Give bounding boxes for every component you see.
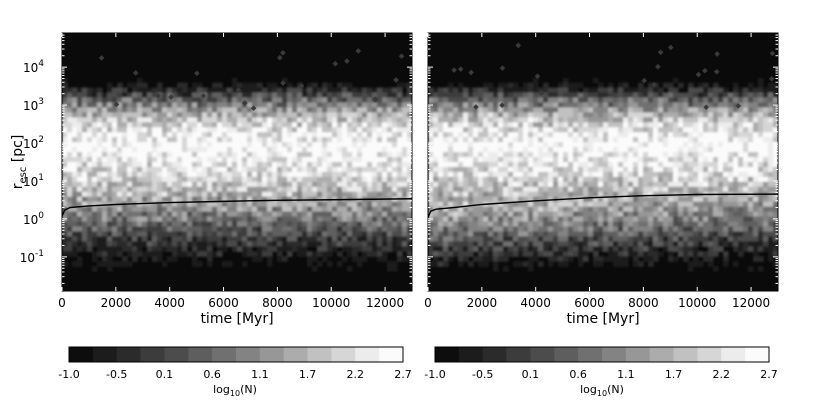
- colorbar-tick-label: -0.5: [472, 368, 493, 381]
- y-tick-label: 104: [23, 59, 44, 75]
- left-y-ticks: 10-1 100 101 102 103 104: [20, 34, 412, 284]
- x-tick-label: 8000: [628, 296, 659, 310]
- colorbar-level: [236, 347, 261, 362]
- colorbar-level: [92, 347, 118, 362]
- median-line-left: [62, 198, 412, 217]
- left-heatmap: [62, 48, 412, 272]
- x-tick-label: 12000: [366, 296, 404, 310]
- y-tick-label: 103: [23, 97, 44, 113]
- colorbar-level: [673, 347, 698, 362]
- colorbar-tick-label: 0.1: [522, 368, 540, 381]
- x-tick-label: 0: [424, 296, 432, 310]
- colorbar-level: [506, 347, 531, 362]
- left-y-axis-label: resc [pc]: [10, 135, 29, 190]
- x-tick-label: 10000: [678, 296, 716, 310]
- right-plot-frame: [427, 32, 779, 292]
- left-colorbar: -1.0 -0.5 0.1 0.6 1.1 1.7 2.2 2.7: [58, 346, 412, 381]
- colorbar-level: [458, 347, 484, 362]
- colorbar-level: [307, 347, 332, 362]
- colorbar-tick-label: 0.1: [156, 368, 174, 381]
- colorbar-tick-label: -1.0: [424, 368, 445, 381]
- colorbar-level: [554, 347, 579, 362]
- x-tick-label: 6000: [208, 296, 239, 310]
- colorbar-tick-label: 1.1: [617, 368, 635, 381]
- x-tick-label: 8000: [262, 296, 293, 310]
- colorbar-level: [721, 347, 746, 362]
- colorbar-tick-label: 2.2: [347, 368, 365, 381]
- x-tick-label: 4000: [154, 296, 185, 310]
- x-tick-label: 2000: [101, 296, 132, 310]
- colorbar-level: [188, 347, 213, 362]
- colorbar-level: [379, 347, 404, 362]
- colorbar-tick-label: 2.7: [394, 368, 412, 381]
- colorbar-level: [140, 347, 165, 362]
- colorbar-level: [578, 347, 603, 362]
- right-panel: 0 2000 4000 6000 8000 10000 12000 time [Myr]: [424, 32, 779, 327]
- colorbar-tick-label: 2.7: [760, 368, 778, 381]
- colorbar-level: [602, 347, 627, 362]
- right-x-ticks: 0 2000 4000 6000 8000 10000 12000: [424, 33, 770, 310]
- colorbar-level: [69, 347, 94, 362]
- colorbar-level: [482, 347, 507, 362]
- right-x-axis-label: time [Myr]: [566, 311, 639, 327]
- y-tick-label: 102: [23, 135, 44, 151]
- right-colorbar: -1.0 -0.5 0.1 0.6 1.1 1.7 2.2 2.7: [424, 346, 778, 381]
- y-tick-label: 10-1: [20, 249, 44, 265]
- colorbar-level: [625, 347, 651, 362]
- x-tick-label: 0: [58, 296, 66, 310]
- x-tick-label: 10000: [312, 296, 350, 310]
- left-line-layer: [62, 198, 412, 217]
- colorbar-level: [164, 347, 189, 362]
- colorbar-tick-label: 2.2: [713, 368, 731, 381]
- colorbar-level: [116, 347, 141, 362]
- x-tick-label: 6000: [574, 296, 605, 310]
- colorbar-tick-label: 1.7: [299, 368, 317, 381]
- colorbar-level: [435, 347, 460, 362]
- left-x-axis-label: time [Myr]: [200, 311, 273, 327]
- colorbar-tick-label: 1.1: [251, 368, 269, 381]
- colorbar-tick-label: 0.6: [569, 368, 587, 381]
- colorbar-level: [697, 347, 722, 362]
- right-colorbar-label: log10(N): [580, 383, 624, 398]
- left-plot-frame: [61, 32, 413, 292]
- colorbar-level: [283, 347, 308, 362]
- colorbar-tick-label: -0.5: [106, 368, 127, 381]
- colorbar-level: [331, 347, 356, 362]
- colorbar-level: [745, 347, 770, 362]
- colorbar-tick-label: 1.7: [665, 368, 683, 381]
- left-panel: 0 2000 4000 6000 8000 10000 12000 10-110010110…: [10, 32, 413, 327]
- right-line-layer: [428, 193, 778, 218]
- left-colorbar-label: log10(N): [213, 383, 257, 398]
- colorbar-level: [212, 347, 237, 362]
- x-tick-label: 4000: [520, 296, 551, 310]
- x-tick-label: 12000: [732, 296, 770, 310]
- colorbar-level: [259, 347, 285, 362]
- colorbar-tick-label: 0.6: [203, 368, 221, 381]
- right-heatmap: [428, 42, 778, 272]
- median-line-right: [428, 193, 778, 218]
- right-y-ticks: [428, 34, 778, 284]
- colorbar-level: [355, 347, 380, 362]
- x-tick-label: 2000: [467, 296, 498, 310]
- colorbar-level: [530, 347, 555, 362]
- colorbar-tick-label: -1.0: [58, 368, 79, 381]
- y-tick-label: 100: [23, 211, 44, 227]
- left-x-ticks: 0 2000 4000 6000 8000 10000 12000: [58, 33, 404, 310]
- y-tick-label: 101: [23, 173, 44, 189]
- colorbar-level: [649, 347, 674, 362]
